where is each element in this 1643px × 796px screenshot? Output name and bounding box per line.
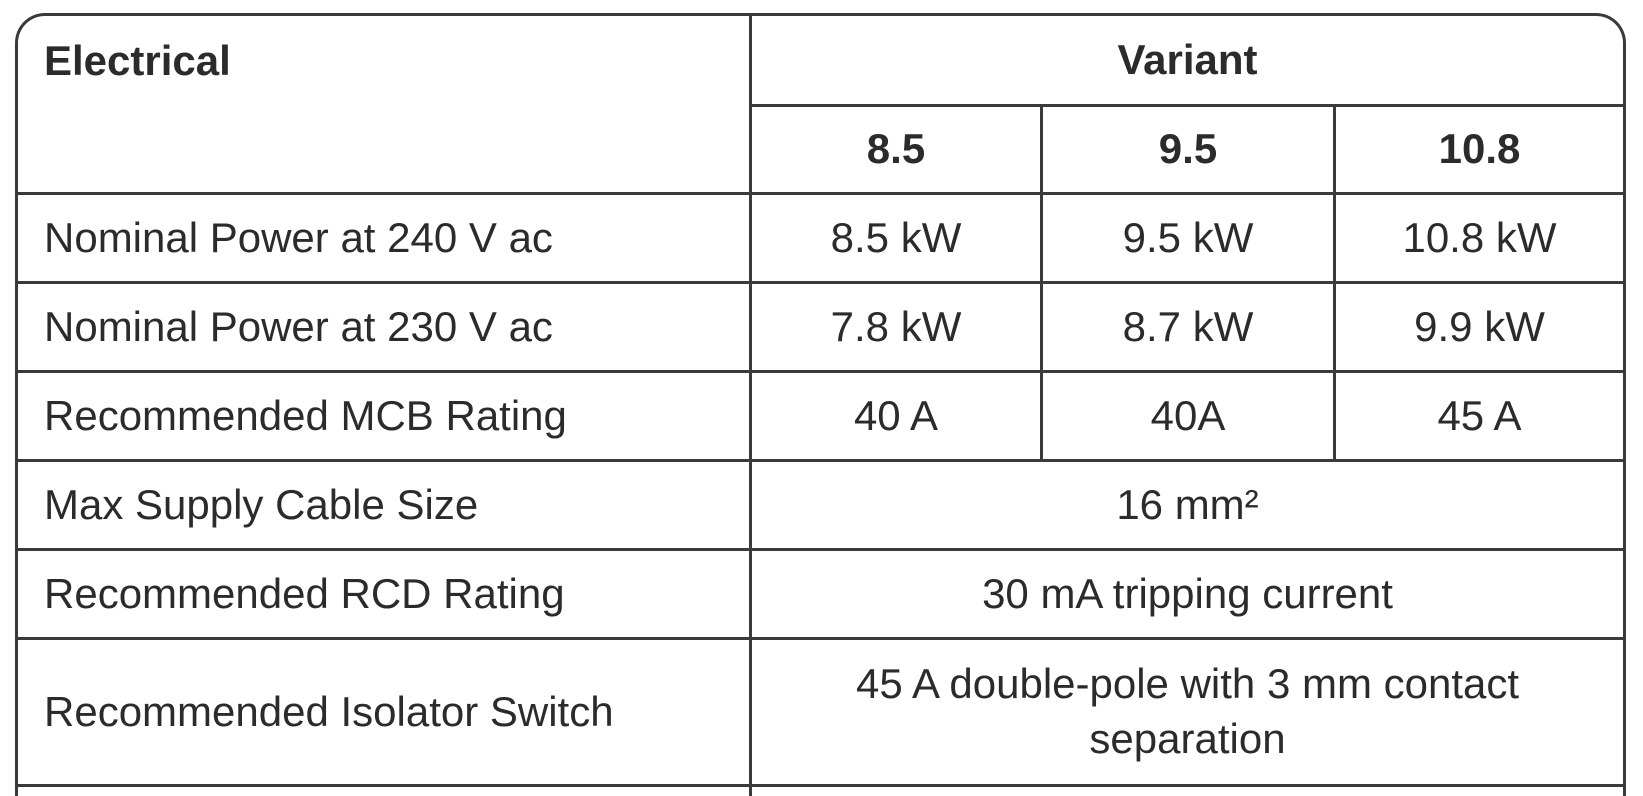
row-label: Nominal Power at 230 V ac [18, 281, 749, 370]
row-label: Recommended RCD Rating [18, 548, 749, 637]
cell-value: 10.8 kW [1333, 192, 1623, 281]
cell-value: 8.7 kW [1040, 281, 1333, 370]
variant-header: 8.5 [749, 104, 1040, 192]
cell-value: 8.5 kW [749, 192, 1040, 281]
spec-table: Electrical Variant 8.5 9.5 10.8 Nominal Power… [15, 13, 1626, 796]
row-label: Recommended MCB Rating [18, 370, 749, 459]
cell-value: 45 A double-pole with 3 mm contact separ… [749, 637, 1623, 784]
row-label: Max Supply Cable Size [18, 459, 749, 548]
variant-header: 9.5 [1040, 104, 1333, 192]
cell-value: 9.5 kW [1040, 192, 1333, 281]
header-group: Variant [749, 16, 1623, 104]
cell-value: 30 mA tripping current [749, 548, 1623, 637]
cell-value: 40 A [749, 370, 1040, 459]
header-title: Electrical [44, 37, 231, 84]
row-cut [18, 784, 749, 796]
cell-value: 45 A [1333, 370, 1623, 459]
row-label: Recommended Isolator Switch [18, 637, 749, 784]
row-cut [749, 784, 1623, 796]
cell-value: 40A [1040, 370, 1333, 459]
variant-header: 10.8 [1333, 104, 1623, 192]
cell-value: 7.8 kW [749, 281, 1040, 370]
cell-value: 16 mm² [749, 459, 1623, 548]
cell-value: 9.9 kW [1333, 281, 1623, 370]
row-label: Nominal Power at 240 V ac [18, 192, 749, 281]
